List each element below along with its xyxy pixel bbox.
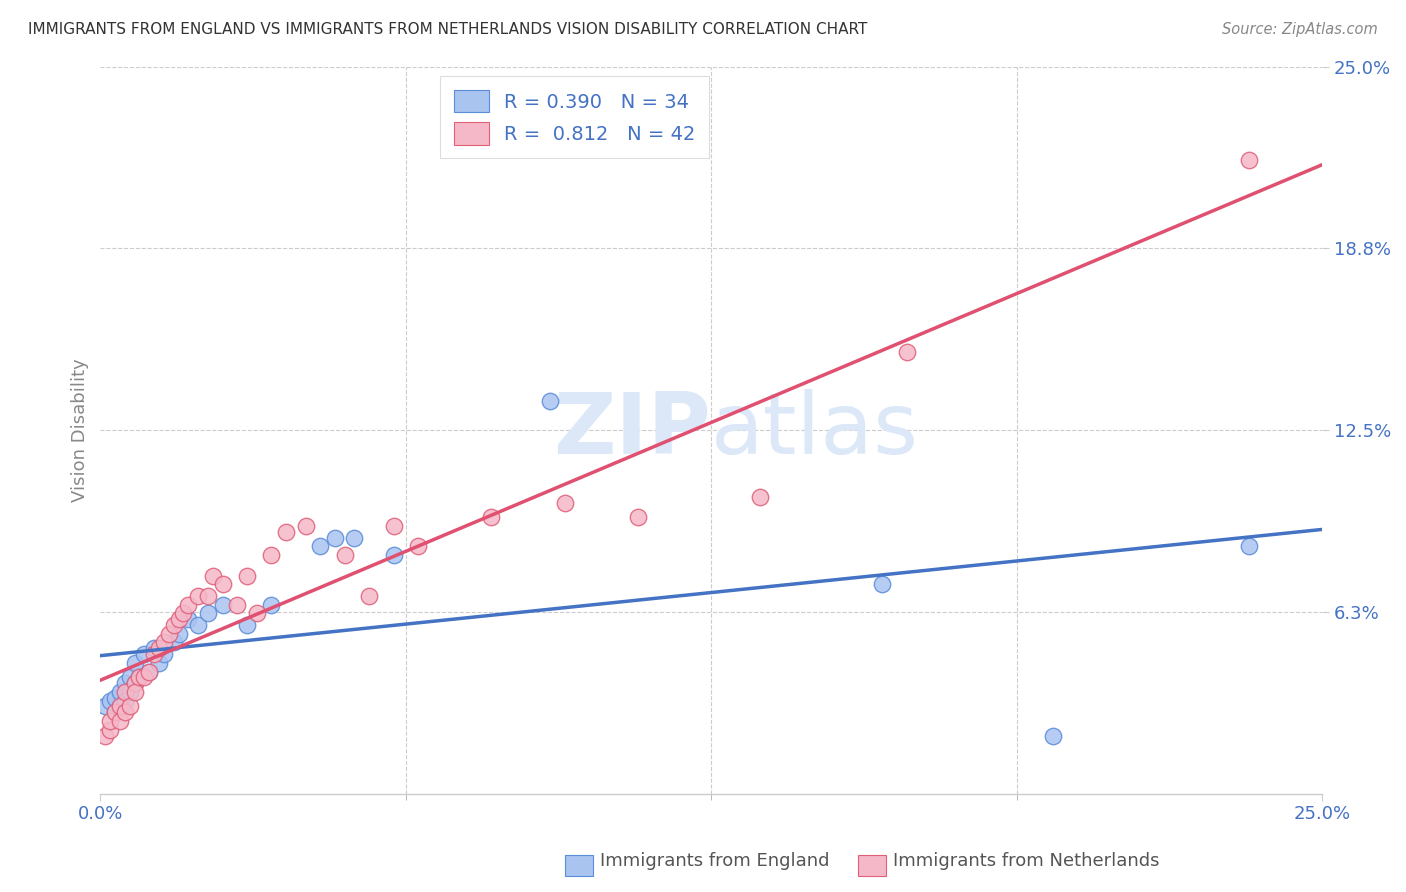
Point [167,612,190,626]
Text: IMMIGRANTS FROM ENGLAND VS IMMIGRANTS FROM NETHERLANDS VISION DISABILITY CORRELA: IMMIGRANTS FROM ENGLAND VS IMMIGRANTS FR… [28,22,868,37]
Point [118,699,141,714]
Text: Immigrants from Netherlands: Immigrants from Netherlands [893,852,1160,870]
Point [98,693,121,707]
Text: Source: ZipAtlas.com: Source: ZipAtlas.com [1222,22,1378,37]
Point [163,635,186,649]
Point [124,676,146,690]
Point [114,693,136,707]
Point [187,618,209,632]
Point [1237,153,1260,167]
Point [1237,540,1260,554]
Point [138,665,160,679]
Point [124,685,146,699]
Point [134,670,156,684]
Point [749,490,772,504]
Text: atlas: atlas [711,389,920,472]
Point [201,568,224,582]
Point [167,626,190,640]
Point [627,510,650,524]
Point [118,670,141,684]
Point [211,577,233,591]
Point [382,548,405,562]
Point [153,647,176,661]
Point [211,598,233,612]
Point [134,647,156,661]
Point [143,647,166,661]
Point [138,665,160,679]
Point [896,344,918,359]
Point [187,589,209,603]
Point [246,607,269,621]
Point [157,626,180,640]
Text: Immigrants from England: Immigrants from England [600,852,830,870]
Point [323,531,346,545]
Point [236,618,259,632]
Point [343,531,366,545]
Point [128,670,150,684]
Point [148,641,170,656]
Point [118,685,141,699]
Point [870,577,893,591]
Point [114,676,136,690]
Point [108,714,131,728]
Point [108,685,131,699]
Point [538,394,561,409]
Point [153,635,176,649]
Point [104,705,127,719]
Point [104,705,127,719]
Point [359,589,381,603]
Point [94,699,117,714]
Point [236,568,259,582]
Point [479,510,502,524]
Point [309,540,332,554]
Point [1042,729,1064,743]
Y-axis label: Vision Disability: Vision Disability [72,359,89,502]
Text: ZIP: ZIP [554,389,711,472]
Point [177,598,200,612]
Point [148,656,170,670]
Point [177,612,200,626]
Point [94,729,117,743]
Point [197,607,219,621]
Point [124,656,146,670]
Point [124,676,146,690]
Point [108,699,131,714]
Point [128,670,150,684]
Point [98,723,121,737]
Point [226,598,249,612]
Point [382,519,405,533]
Point [108,699,131,714]
Point [143,641,166,656]
Point [114,685,136,699]
Point [333,548,356,562]
Point [172,607,194,621]
Point [260,598,283,612]
Point [114,705,136,719]
Point [294,519,316,533]
Point [406,540,429,554]
Point [274,524,297,539]
Point [554,496,576,510]
Point [197,589,219,603]
Point [260,548,283,562]
Point [98,714,121,728]
Point [104,690,127,705]
Point [163,618,186,632]
Legend: R = 0.390   N = 34, R =  0.812   N = 42: R = 0.390 N = 34, R = 0.812 N = 42 [440,77,709,158]
